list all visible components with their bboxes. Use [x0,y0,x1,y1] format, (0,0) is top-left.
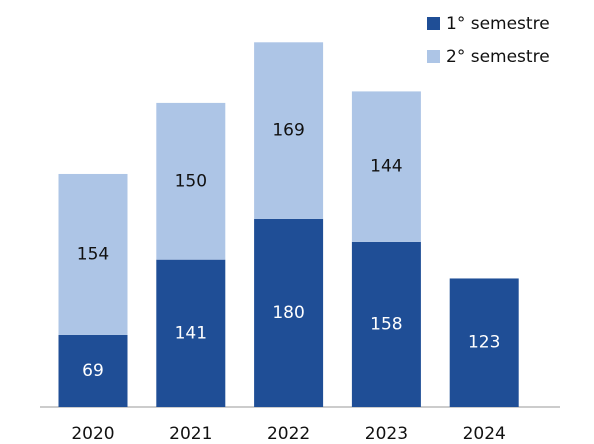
x-tick-label: 2023 [365,424,408,444]
bar-segment [156,102,226,260]
x-tick-label: 2022 [267,424,310,444]
value-label: 69 [82,361,104,381]
value-label: 158 [370,314,402,334]
legend-swatch [427,50,440,63]
value-label: 169 [272,121,304,141]
bar-segment [58,173,128,335]
bar-segment [351,241,421,407]
x-tick-label: 2020 [71,424,114,444]
bar-segment [351,91,421,242]
bar-segment [254,42,324,219]
value-label: 180 [272,303,304,323]
value-label: 141 [175,323,207,343]
legend-label: 1° semestre [446,14,550,34]
value-label: 150 [175,171,207,191]
legend-label: 2° semestre [446,47,550,67]
bar-segment [58,334,128,407]
value-label: 123 [468,333,500,353]
bar-segment [449,278,519,407]
x-tick-label: 2024 [463,424,506,444]
x-tick-label: 2021 [169,424,212,444]
bar-segment [156,259,226,407]
value-label: 154 [77,244,109,264]
legend-swatch [427,17,440,30]
value-label: 144 [370,157,402,177]
bar-segment [254,218,324,407]
